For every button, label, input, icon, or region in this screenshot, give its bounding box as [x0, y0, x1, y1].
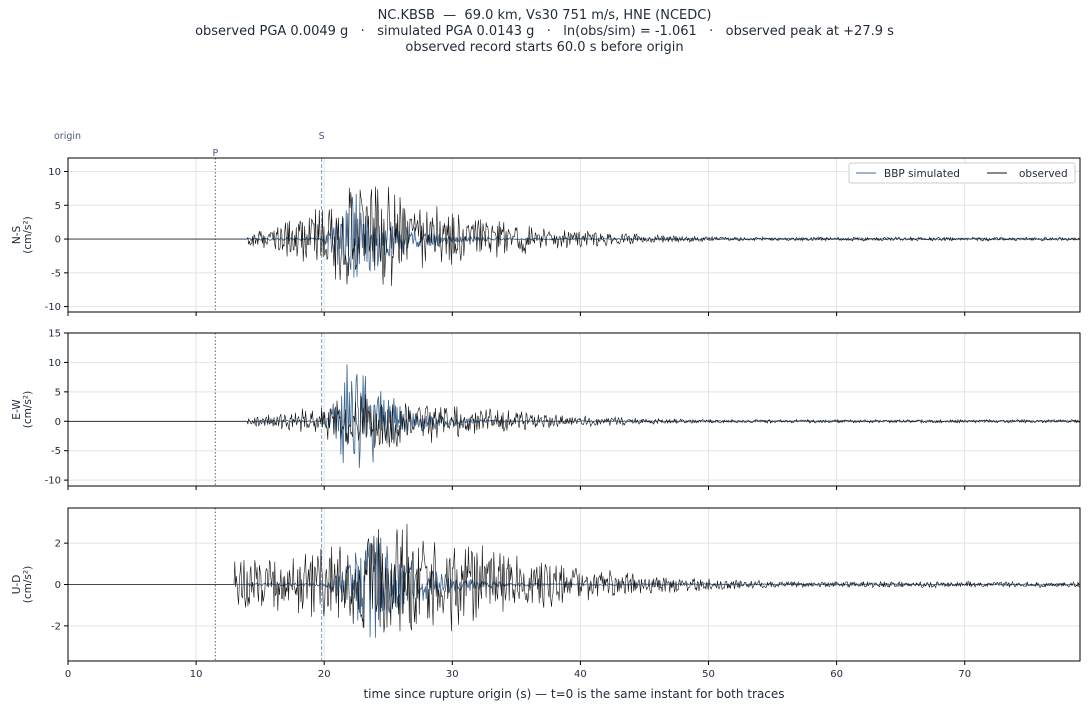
x-tick-label: 10	[190, 669, 203, 680]
y-tick-label: 15	[48, 329, 61, 340]
x-tick-label: 30	[446, 669, 459, 680]
panels: -10 -5 0 5 10 N-S(cm/s²) -10 -5 0 5 10 15 E-W(cm/s²)…	[11, 157, 1081, 680]
x-tick-label: 50	[702, 669, 715, 680]
panel-frame	[67, 157, 1081, 313]
y-tick-label: -2	[51, 621, 61, 632]
x-tick-label: 20	[318, 669, 331, 680]
legend-box	[848, 162, 1076, 184]
y-tick-label: -10	[45, 302, 61, 313]
x-tick-label: 0	[65, 669, 71, 680]
panel-e-w: -10 -5 0 5 10 15 E-W(cm/s²)	[11, 329, 1081, 490]
series-sim-u-d	[68, 537, 1080, 638]
x-axis-label: time since rupture origin (s) — t=0 is t…	[363, 687, 784, 701]
series-obs-e-w	[68, 393, 1080, 448]
y-tick-label: 5	[55, 201, 61, 212]
y-tick-label: 5	[55, 387, 61, 398]
y-tick-label: 10	[48, 167, 61, 178]
title-line-3: observed record starts 60.0 s before ori…	[405, 40, 684, 55]
y-axis-label: E-W(cm/s²)	[11, 391, 34, 428]
y-tick-label: 0	[55, 580, 61, 591]
p-marker-label: P	[212, 148, 218, 159]
x-tick-label: 60	[830, 669, 843, 680]
y-tick-label: 0	[55, 417, 61, 428]
y-tick-label: 2	[55, 539, 61, 550]
legend: BBP simulated observed	[848, 162, 1076, 184]
y-tick-label: -5	[51, 446, 61, 457]
origin-marker-label: origin	[54, 131, 81, 142]
y-tick-label: -5	[51, 268, 61, 279]
y-axis-label: U-D(cm/s²)	[11, 566, 34, 603]
legend-label-observed: observed	[1019, 168, 1068, 180]
phase-marker-labels: origin P S	[54, 131, 325, 159]
series-sim-e-w	[68, 364, 1080, 469]
y-tick-label: 10	[48, 358, 61, 369]
series-obs-n-s	[68, 186, 1080, 287]
x-tick-label: 70	[958, 669, 971, 680]
y-tick-label: 0	[55, 235, 61, 246]
legend-label-simulated: BBP simulated	[884, 168, 960, 180]
y-tick-label: -10	[45, 476, 61, 487]
s-marker-label: S	[319, 131, 325, 142]
title-line-1: NC.KBSB — 69.0 km, Vs30 751 m/s, HNE (NC…	[377, 8, 712, 23]
chart-title: NC.KBSB — 69.0 km, Vs30 751 m/s, HNE (NC…	[0, 8, 1089, 56]
y-axis-label: N-S(cm/s²)	[11, 216, 34, 253]
panel-frame	[67, 332, 1081, 487]
series-obs-u-d	[68, 523, 1080, 633]
x-tick-label: 40	[574, 669, 587, 680]
title-line-2: observed PGA 0.0049 g · simulated PGA 0.…	[195, 24, 894, 39]
